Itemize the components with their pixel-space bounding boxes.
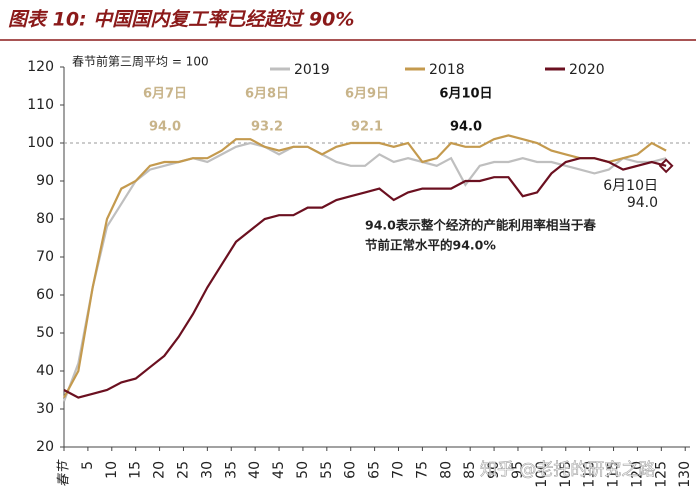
y-tick-label: 20	[36, 439, 54, 455]
y-tick-label: 110	[27, 97, 54, 113]
x-tick-label: 100	[534, 461, 550, 488]
watermark: 知乎 @老托的研究之路	[480, 460, 655, 480]
x-tick-label: 95	[510, 461, 526, 479]
date-label: 6月8日	[245, 87, 289, 102]
end-label: 94.0	[627, 195, 658, 211]
x-tick-label: 55	[319, 461, 335, 479]
date-value: 94.0	[149, 120, 181, 135]
line-series	[62, 141, 667, 402]
x-tick-label: 30	[199, 461, 215, 479]
x-tick-label: 110	[582, 461, 598, 488]
y-tick-label: 60	[36, 287, 54, 303]
y-tick-label: 70	[36, 249, 54, 265]
x-tick-label: 65	[367, 461, 383, 479]
x-tick-label: 130	[677, 461, 693, 488]
x-tick-label: 125	[653, 461, 669, 488]
x-tick-label: 35	[223, 461, 239, 479]
end-marker	[658, 158, 674, 174]
annotation: 节前正常水平的94.0%	[365, 238, 496, 253]
x-tick-label: 115	[606, 461, 622, 488]
date-value: 94.0	[450, 120, 482, 135]
x-tick-label: 70	[391, 461, 407, 479]
x-tick-label: 20	[152, 461, 168, 479]
legend-label: 2020	[569, 62, 605, 78]
date-value: 92.1	[351, 120, 383, 135]
x-tick-label: 40	[247, 461, 263, 479]
y-tick-label: 30	[36, 401, 54, 417]
x-tick-label: 90	[486, 461, 502, 479]
date-label: 6月7日	[143, 87, 187, 102]
x-tick-label: 105	[558, 461, 574, 488]
date-label: 6月9日	[345, 87, 389, 102]
x-tick-label: 5	[80, 461, 96, 470]
x-tick-label: 60	[343, 461, 359, 479]
date-label: 6月10日	[439, 87, 492, 102]
legend-label: 2018	[429, 62, 465, 78]
x-tick-label: 120	[629, 461, 645, 488]
x-tick-label: 80	[438, 461, 454, 479]
legend-label: 2019	[294, 62, 330, 78]
chart-title: 图表 10: 中国国内复工率已经超过 90%	[8, 9, 354, 31]
x-tick-label: 10	[104, 461, 120, 479]
y-tick-label: 120	[27, 59, 54, 75]
x-tick-label: 45	[271, 461, 287, 479]
y-tick-label: 80	[36, 211, 54, 227]
x-tick-label: 75	[414, 461, 430, 479]
line-series	[63, 157, 667, 399]
end-label: 6月10日	[603, 178, 658, 194]
x-tick-label: 春节	[57, 459, 72, 487]
y-tick-label: 40	[36, 363, 54, 379]
x-tick-label: 85	[462, 461, 478, 479]
y-tick-label: 50	[36, 325, 54, 341]
x-tick-label: 25	[175, 461, 191, 479]
annotation: 94.0表示整个经济的产能利用率相当于春	[365, 218, 596, 233]
y-tick-label: 90	[36, 173, 54, 189]
line-series	[63, 134, 667, 399]
x-tick-label: 15	[128, 461, 144, 479]
y-tick-label: 100	[27, 135, 54, 151]
x-tick-label: 50	[295, 461, 311, 479]
date-value: 93.2	[251, 120, 283, 135]
base-note: 春节前第三周平均 = 100	[72, 54, 209, 69]
